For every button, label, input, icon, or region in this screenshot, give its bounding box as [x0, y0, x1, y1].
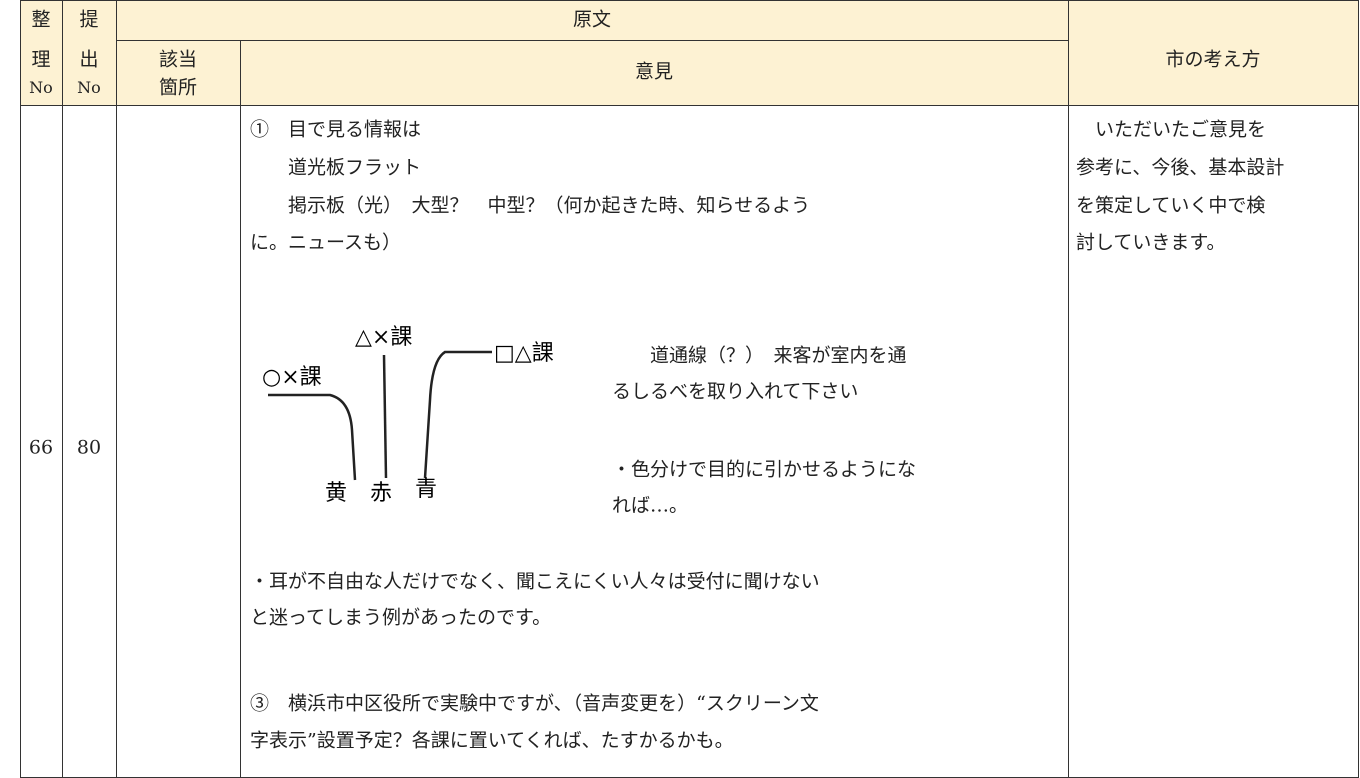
opinion-line: と迷ってしまう例があったのです。 — [250, 606, 552, 629]
header-text: 出 — [79, 48, 99, 71]
border — [240, 40, 241, 778]
opinion-line: 道通線（？） 来客が室内を通 — [612, 344, 907, 367]
response-line: 討していきます。 — [1076, 231, 1226, 254]
border — [62, 0, 63, 778]
opinion-line: 道光板フラット — [250, 156, 422, 179]
opinion-line: ③ 横浜市中区役所で実験中ですが、（音声変更を）“スクリーン文 — [250, 692, 819, 715]
border — [1068, 0, 1069, 778]
row-number: 80 — [76, 436, 102, 459]
border — [20, 105, 1359, 106]
border — [20, 0, 21, 778]
response-line: を策定していく中で検 — [1076, 194, 1266, 217]
response-line: いただいたご意見を — [1076, 118, 1267, 141]
opinion-line: 字表示”設置予定？各課に置いてくれば、たすかるかも。 — [250, 729, 734, 752]
header-text: 該当 — [158, 48, 198, 71]
row-number: 66 — [28, 436, 54, 459]
opinion-line: れば…。 — [612, 494, 689, 517]
opinion-line: ① 目で見る情報は — [250, 118, 422, 141]
header-text: No — [77, 78, 101, 97]
sketch-label: 黄 — [325, 481, 347, 506]
sketch-line — [382, 354, 388, 479]
sketch-line — [268, 393, 357, 481]
header-text: No — [29, 78, 53, 97]
sketch-line — [423, 350, 492, 479]
sketch-label: ○×課 — [262, 365, 322, 390]
header-text: 整 — [31, 8, 51, 31]
response-line: 参考に、今後、基本設計 — [1076, 156, 1285, 179]
opinion-line: ・耳が不自由な人だけでなく、聞こえにくい人々は受付に聞けない — [250, 570, 820, 593]
sketch-label: 赤 — [370, 481, 392, 506]
opinion-line: に。ニュースも） — [250, 231, 402, 254]
sketch-label: □△課 — [494, 341, 554, 366]
border — [116, 40, 1068, 41]
header-text: 提 — [79, 8, 99, 31]
header-text: 箇所 — [158, 76, 198, 99]
header-bg — [20, 0, 1358, 105]
sketch-label: 青 — [415, 477, 437, 502]
opinion-line: ・色分けで目的に引かせるようにな — [612, 458, 917, 481]
border — [1358, 0, 1359, 778]
opinion-line: 掲示板（光） 大型？ 中型？（何か起きた時、知らせるよう — [250, 194, 811, 217]
border — [20, 0, 1359, 1]
header-text: 市の考え方 — [1165, 48, 1261, 71]
border — [116, 0, 117, 778]
sketch-label: △×課 — [355, 325, 412, 350]
header-text: 意見 — [634, 60, 674, 83]
header-text: 理 — [31, 48, 51, 71]
header-text: 原文 — [572, 8, 612, 31]
opinion-line: るしるべを取り入れて下さい — [612, 380, 859, 403]
